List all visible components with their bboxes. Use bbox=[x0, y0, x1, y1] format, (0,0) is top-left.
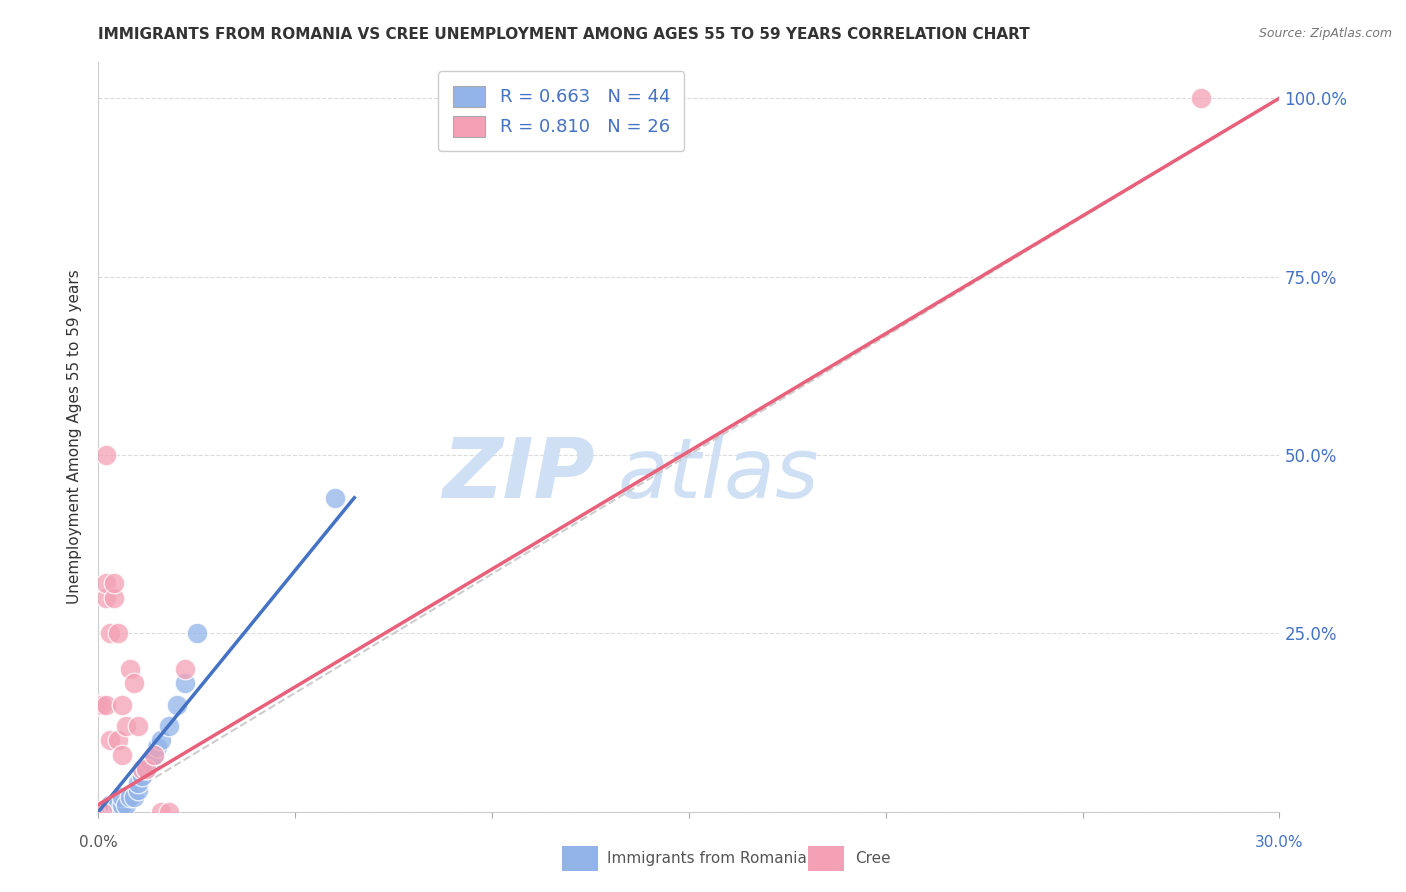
Point bbox=[122, 676, 145, 690]
Point bbox=[103, 591, 125, 605]
Point bbox=[98, 805, 121, 819]
Point bbox=[127, 776, 149, 790]
Point bbox=[115, 719, 138, 733]
Point bbox=[103, 797, 125, 812]
Point bbox=[91, 805, 114, 819]
Point bbox=[131, 762, 153, 776]
Point bbox=[135, 762, 157, 776]
Point bbox=[98, 797, 121, 812]
Point bbox=[111, 747, 134, 762]
Point bbox=[103, 805, 125, 819]
Point bbox=[103, 576, 125, 591]
Point bbox=[103, 797, 125, 812]
Point bbox=[111, 805, 134, 819]
Point bbox=[91, 698, 114, 712]
Point bbox=[166, 698, 188, 712]
Text: Immigrants from Romania: Immigrants from Romania bbox=[607, 852, 807, 866]
Point bbox=[98, 805, 121, 819]
Point bbox=[96, 805, 118, 819]
Text: atlas: atlas bbox=[619, 434, 820, 515]
Point bbox=[118, 662, 141, 676]
Point bbox=[127, 719, 149, 733]
Point bbox=[96, 805, 118, 819]
Text: Source: ZipAtlas.com: Source: ZipAtlas.com bbox=[1258, 27, 1392, 40]
Point bbox=[87, 805, 110, 819]
Point bbox=[118, 790, 141, 805]
Point bbox=[127, 783, 149, 797]
Point bbox=[98, 797, 121, 812]
Point bbox=[96, 805, 118, 819]
Point bbox=[111, 790, 134, 805]
Point bbox=[96, 698, 118, 712]
Point bbox=[115, 797, 138, 812]
Point bbox=[142, 747, 165, 762]
Text: Cree: Cree bbox=[855, 852, 890, 866]
Point bbox=[107, 805, 129, 819]
Point bbox=[107, 805, 129, 819]
Point bbox=[91, 805, 114, 819]
Point bbox=[135, 762, 157, 776]
Point bbox=[91, 805, 114, 819]
Point bbox=[87, 698, 110, 712]
Point bbox=[98, 805, 121, 819]
Point bbox=[107, 733, 129, 747]
Point bbox=[186, 626, 208, 640]
Point bbox=[142, 747, 165, 762]
Text: ZIP: ZIP bbox=[441, 434, 595, 515]
Point bbox=[96, 448, 118, 462]
Point bbox=[323, 491, 346, 505]
Point bbox=[98, 805, 121, 819]
Point bbox=[174, 662, 197, 676]
Point bbox=[91, 805, 114, 819]
Point bbox=[96, 576, 118, 591]
Point bbox=[150, 733, 173, 747]
Point bbox=[157, 719, 180, 733]
Point bbox=[96, 805, 118, 819]
Y-axis label: Unemployment Among Ages 55 to 59 years: Unemployment Among Ages 55 to 59 years bbox=[67, 269, 83, 605]
Point bbox=[111, 698, 134, 712]
Point bbox=[157, 805, 180, 819]
Point bbox=[96, 805, 118, 819]
Point bbox=[98, 733, 121, 747]
Point bbox=[96, 591, 118, 605]
Point bbox=[111, 797, 134, 812]
Point bbox=[131, 769, 153, 783]
Point bbox=[107, 626, 129, 640]
Legend: R = 0.663   N = 44, R = 0.810   N = 26: R = 0.663 N = 44, R = 0.810 N = 26 bbox=[439, 71, 685, 151]
Text: 0.0%: 0.0% bbox=[79, 836, 118, 850]
Point bbox=[98, 626, 121, 640]
Point bbox=[91, 805, 114, 819]
Point bbox=[103, 805, 125, 819]
Point bbox=[174, 676, 197, 690]
Point bbox=[96, 805, 118, 819]
Point bbox=[146, 740, 169, 755]
Point bbox=[1189, 91, 1212, 105]
Point bbox=[138, 755, 160, 769]
Text: 30.0%: 30.0% bbox=[1256, 836, 1303, 850]
Point bbox=[107, 797, 129, 812]
Point bbox=[87, 805, 110, 819]
Text: IMMIGRANTS FROM ROMANIA VS CREE UNEMPLOYMENT AMONG AGES 55 TO 59 YEARS CORRELATI: IMMIGRANTS FROM ROMANIA VS CREE UNEMPLOY… bbox=[98, 27, 1031, 42]
Point bbox=[150, 805, 173, 819]
Point bbox=[122, 790, 145, 805]
